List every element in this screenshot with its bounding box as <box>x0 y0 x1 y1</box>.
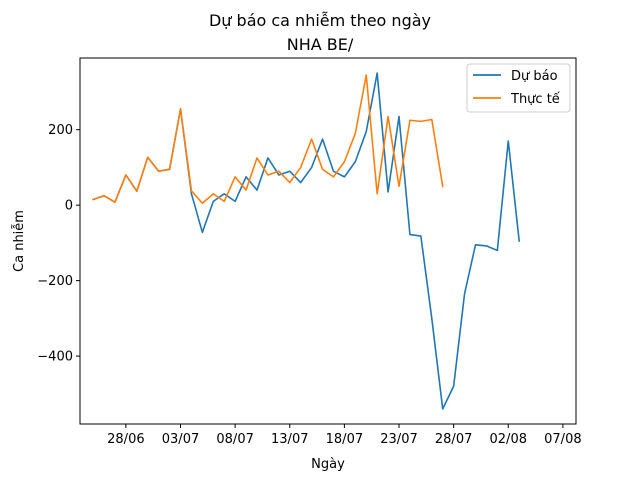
y-tick-label: 0 <box>65 199 73 214</box>
series-layer <box>92 72 521 410</box>
legend-box <box>466 63 571 113</box>
legend: Dự báo Thực tế <box>466 63 571 113</box>
x-tick-label: 28/07 <box>435 432 472 447</box>
x-axis-ticks: 28/06 03/07 08/07 13/07 18/07 23/07 28/07 02/08… <box>107 424 582 447</box>
x-tick-label: 23/07 <box>380 432 417 447</box>
x-tick-label: 08/07 <box>216 432 253 447</box>
legend-label-du-bao: Dự báo <box>511 69 558 84</box>
chart-title: Dự báo ca nhiễm theo ngày <box>209 11 431 30</box>
x-tick-label: 13/07 <box>271 432 308 447</box>
legend-label-thuc-te: Thực tế <box>510 92 560 107</box>
x-axis-label: Ngày <box>311 457 345 472</box>
x-tick-label: 28/06 <box>107 432 144 447</box>
y-tick-label: −200 <box>37 274 73 289</box>
y-tick-label: −400 <box>37 350 73 365</box>
x-tick-label: 03/07 <box>162 432 199 447</box>
chart-subtitle: NHA BE/ <box>287 35 354 54</box>
y-axis-label: Ca nhiễm <box>12 210 27 272</box>
y-tick-label: 200 <box>48 123 73 138</box>
plot-area <box>79 57 577 425</box>
x-tick-label: 02/08 <box>490 432 527 447</box>
x-tick-label: 18/07 <box>326 432 363 447</box>
y-axis-ticks: −400 −200 0 200 <box>37 123 80 365</box>
x-tick-label: 07/08 <box>544 432 581 447</box>
series-line-thuc-te <box>92 74 444 205</box>
